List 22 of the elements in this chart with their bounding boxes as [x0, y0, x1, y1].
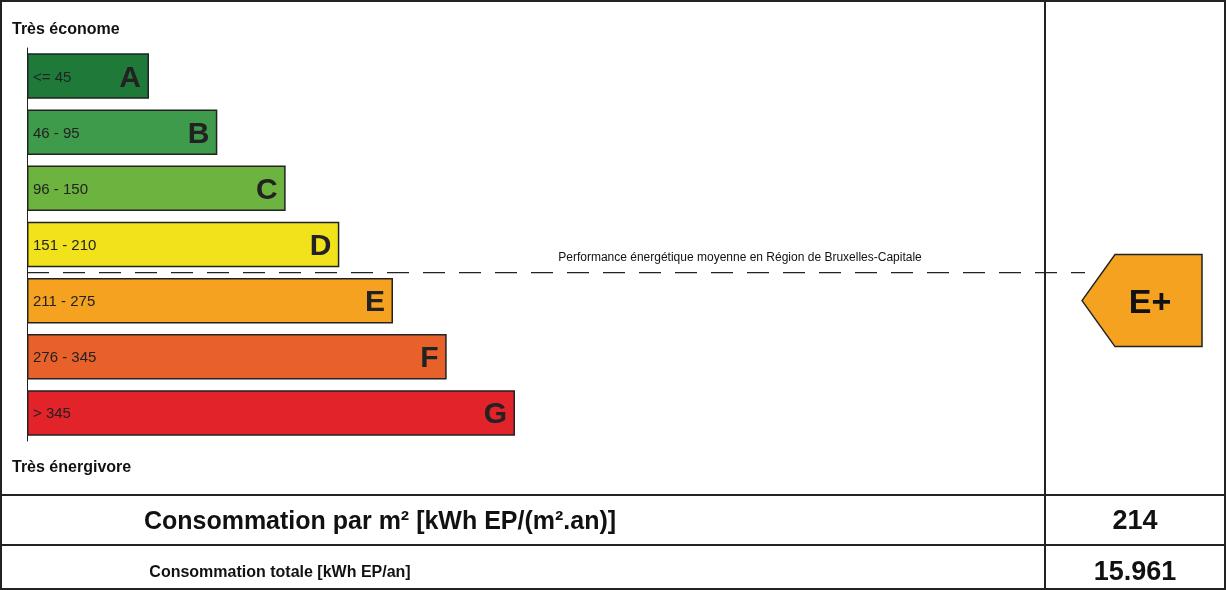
annotation: 151 - 210	[33, 236, 97, 253]
text: Consommation totale [kWh EP/an]	[149, 562, 411, 580]
y-tick-label: B	[187, 115, 210, 149]
text: Très économe	[12, 19, 120, 37]
annotation: 276 - 345	[33, 348, 97, 366]
y-tick-label: E	[364, 284, 385, 318]
text: Consommation par m² [kWh EP/(m².an)]	[143, 506, 617, 534]
text: 214	[1112, 505, 1158, 535]
text: Très énergivore	[12, 457, 132, 475]
text: 15.961	[1093, 556, 1177, 586]
annotation: 211 - 275	[33, 292, 96, 310]
y-tick-label: D	[309, 228, 332, 261]
y-tick-label: C	[255, 171, 278, 205]
y-tick-label: F	[420, 340, 439, 374]
annotation: 46 - 95	[33, 123, 80, 141]
annotation: 96 - 150	[33, 179, 89, 197]
annotation: <= 45	[33, 67, 72, 85]
annotation: > 345	[33, 404, 71, 422]
y-tick-label: G	[483, 396, 507, 430]
text: Performance énergétique moyenne en Région de Bruxelles-Capitale	[558, 249, 923, 264]
y-tick-label: A	[119, 59, 141, 93]
text: E+	[1128, 281, 1172, 320]
